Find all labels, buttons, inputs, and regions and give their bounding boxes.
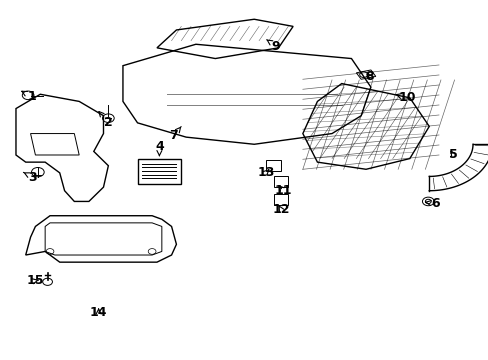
Text: 7: 7 bbox=[169, 127, 181, 142]
Text: 2: 2 bbox=[99, 112, 113, 129]
Text: 10: 10 bbox=[395, 91, 415, 104]
Text: 15: 15 bbox=[27, 274, 44, 287]
Text: 6: 6 bbox=[425, 197, 439, 211]
Text: 14: 14 bbox=[90, 306, 107, 319]
Text: 12: 12 bbox=[272, 203, 289, 216]
Text: 1: 1 bbox=[22, 90, 36, 103]
Text: 3: 3 bbox=[23, 171, 37, 184]
Text: 9: 9 bbox=[266, 40, 280, 53]
Text: 13: 13 bbox=[257, 166, 275, 179]
Text: 5: 5 bbox=[448, 148, 457, 162]
Text: 8: 8 bbox=[365, 70, 373, 83]
Text: 11: 11 bbox=[274, 184, 291, 197]
Text: 4: 4 bbox=[155, 140, 163, 156]
